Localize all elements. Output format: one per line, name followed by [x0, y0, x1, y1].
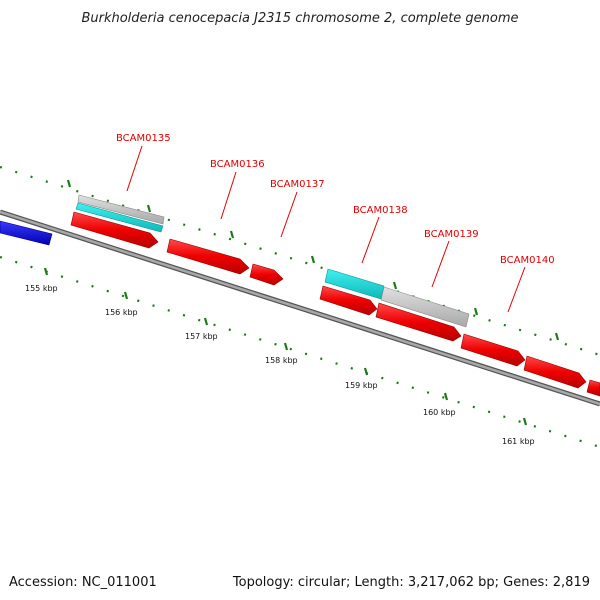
scale-label: 158 kbp — [265, 356, 298, 365]
gene-label[interactable]: BCAM0138 — [353, 205, 408, 216]
gene-label[interactable]: BCAM0136 — [210, 159, 265, 170]
gray-feature[interactable] — [380, 286, 470, 328]
scale-label: 159 kbp — [345, 381, 378, 390]
map-title: Burkholderia cenocepacia J2315 chromosom… — [81, 11, 518, 26]
chromosome-backbone — [0, 209, 600, 407]
gray-feature[interactable] — [77, 194, 165, 225]
rna-feature[interactable] — [75, 202, 164, 233]
scale-label: 156 kbp — [105, 308, 138, 317]
gene-label[interactable]: BCAM0135 — [116, 133, 171, 144]
cds-arrow[interactable] — [375, 302, 462, 342]
cds-arrow[interactable] — [249, 263, 284, 286]
cds-arrow[interactable] — [70, 211, 159, 249]
cds-arrow[interactable] — [319, 285, 378, 316]
label-leader-lines — [126, 145, 526, 313]
accession-text: Accession: NC_011001 — [9, 575, 157, 590]
scale-label: 160 kbp — [423, 408, 456, 417]
gene-labels: BCAM0135 BCAM0136 BCAM0137 BCAM0138 BCAM… — [116, 133, 555, 266]
outer-feature-row — [75, 194, 470, 328]
genome-summary-text: Topology: circular; Length: 3,217,062 bp… — [232, 575, 590, 590]
cds-arrow[interactable] — [523, 355, 587, 389]
gene-label[interactable]: BCAM0137 — [270, 179, 325, 190]
gene-label[interactable]: BCAM0140 — [500, 255, 555, 266]
upper-tick-track — [0, 165, 600, 357]
scale-label: 161 kbp — [502, 437, 535, 446]
lower-tick-track — [0, 255, 600, 449]
scale-label: 157 kbp — [185, 332, 218, 341]
cds-feature-row — [0, 211, 600, 397]
gene-label[interactable]: BCAM0139 — [424, 229, 479, 240]
scale-label: 155 kbp — [25, 284, 58, 293]
cds-arrow[interactable] — [586, 379, 600, 397]
cds-arrow[interactable] — [460, 333, 526, 367]
scale-labels: 155 kbp 156 kbp 157 kbp 158 kbp 159 kbp … — [25, 284, 535, 446]
cds-arrow-reverse[interactable] — [0, 220, 53, 246]
cds-arrow[interactable] — [166, 238, 250, 275]
